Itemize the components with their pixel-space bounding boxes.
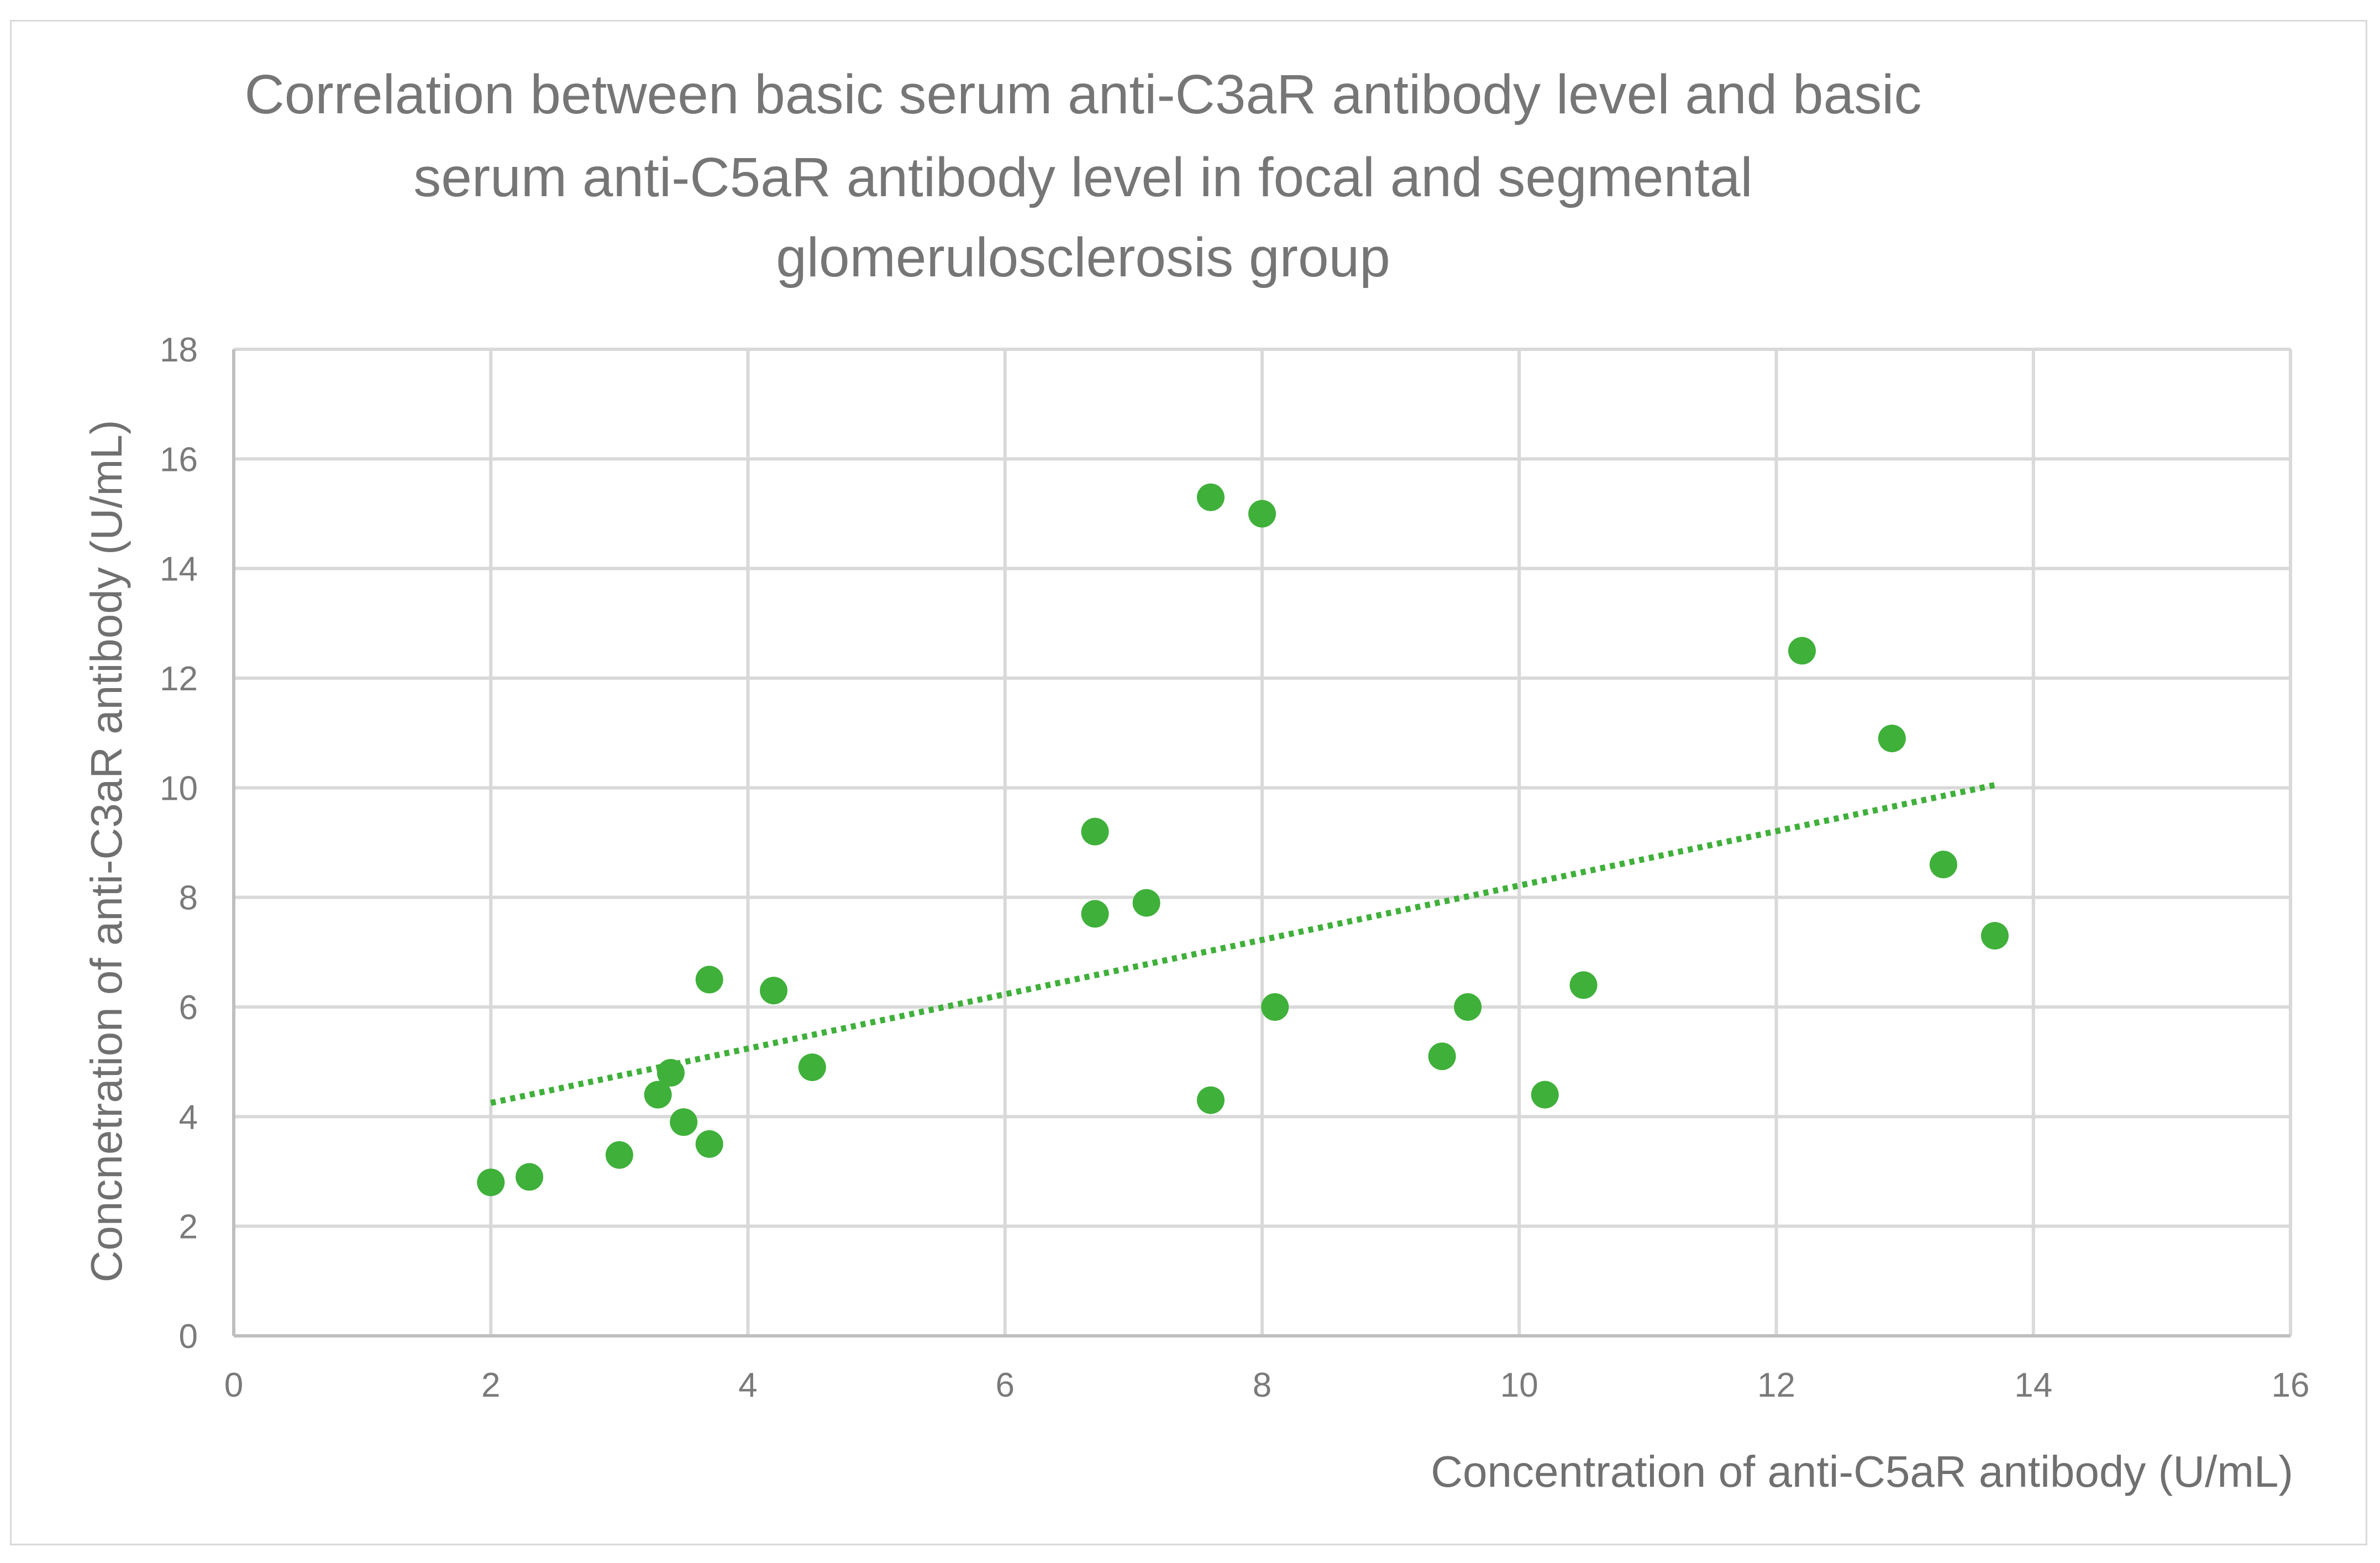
y-tick-label: 4 bbox=[179, 1098, 198, 1136]
chart-title-line-1: Correlation between basic serum anti-C3a… bbox=[245, 64, 1922, 125]
y-tick-label: 12 bbox=[160, 660, 198, 698]
x-tick-label: 16 bbox=[2272, 1366, 2310, 1404]
y-tick-label: 10 bbox=[160, 769, 198, 807]
tick-labels: 0 2 4 6 8 10 12 14 16 0 2 4 6 8 10 12 14 16 18 bbox=[160, 331, 2309, 1404]
data-point bbox=[1788, 637, 1816, 665]
data-point bbox=[760, 977, 788, 1005]
chart-title: Correlation between basic serum anti-C3a… bbox=[245, 64, 1922, 289]
data-point bbox=[644, 1081, 672, 1109]
x-tick-label: 4 bbox=[738, 1366, 757, 1404]
y-tick-label: 14 bbox=[160, 550, 198, 589]
data-point bbox=[798, 1053, 826, 1082]
y-tick-label: 2 bbox=[179, 1208, 198, 1246]
data-point bbox=[1196, 483, 1225, 511]
data-point bbox=[1929, 851, 1957, 879]
y-tick-label: 0 bbox=[179, 1318, 198, 1356]
y-axis-title: Concnetration of anti-C3aR antibody (U/m… bbox=[82, 420, 131, 1283]
y-tick-label: 8 bbox=[179, 879, 198, 917]
data-point bbox=[1081, 817, 1109, 846]
x-axis-title: Concentration of anti-C5aR antibody (U/m… bbox=[1431, 1447, 2293, 1496]
x-tick-label: 6 bbox=[996, 1366, 1015, 1404]
chart-title-line-2: serum anti-C5aR antibody level in focal … bbox=[413, 146, 1753, 208]
x-tick-label: 10 bbox=[1500, 1366, 1538, 1404]
y-tick-label: 18 bbox=[160, 331, 198, 369]
axes bbox=[232, 349, 2290, 1338]
y-tick-label: 6 bbox=[179, 989, 198, 1027]
data-point bbox=[1081, 900, 1109, 928]
chart-title-line-3: glomerulosclerosis group bbox=[776, 227, 1390, 289]
x-tick-label: 12 bbox=[1757, 1366, 1795, 1404]
trendline-layer bbox=[490, 782, 1996, 1106]
data-point bbox=[1569, 971, 1598, 999]
data-point bbox=[477, 1168, 505, 1197]
data-point bbox=[1196, 1086, 1225, 1114]
data-point bbox=[670, 1108, 698, 1136]
data-point bbox=[695, 966, 723, 994]
data-point bbox=[605, 1141, 633, 1169]
data-point bbox=[656, 1059, 685, 1087]
data-point bbox=[1248, 500, 1276, 528]
linear-trendline bbox=[490, 782, 1996, 1106]
data-point bbox=[1428, 1042, 1456, 1071]
x-tick-label: 14 bbox=[2014, 1366, 2052, 1404]
x-tick-label: 8 bbox=[1253, 1366, 1272, 1404]
data-points bbox=[477, 483, 2009, 1197]
data-point bbox=[1454, 993, 1482, 1021]
data-point bbox=[1132, 889, 1160, 917]
data-point bbox=[1261, 993, 1289, 1021]
data-point bbox=[695, 1130, 723, 1158]
data-point bbox=[1980, 922, 2009, 950]
chart-frame bbox=[10, 20, 2367, 1545]
x-tick-label: 0 bbox=[224, 1366, 243, 1404]
gridlines bbox=[234, 348, 2292, 1336]
data-point bbox=[1878, 725, 1906, 753]
data-point bbox=[516, 1163, 544, 1191]
y-tick-label: 16 bbox=[160, 440, 198, 479]
data-point bbox=[1531, 1081, 1559, 1109]
x-tick-label: 2 bbox=[481, 1366, 500, 1404]
